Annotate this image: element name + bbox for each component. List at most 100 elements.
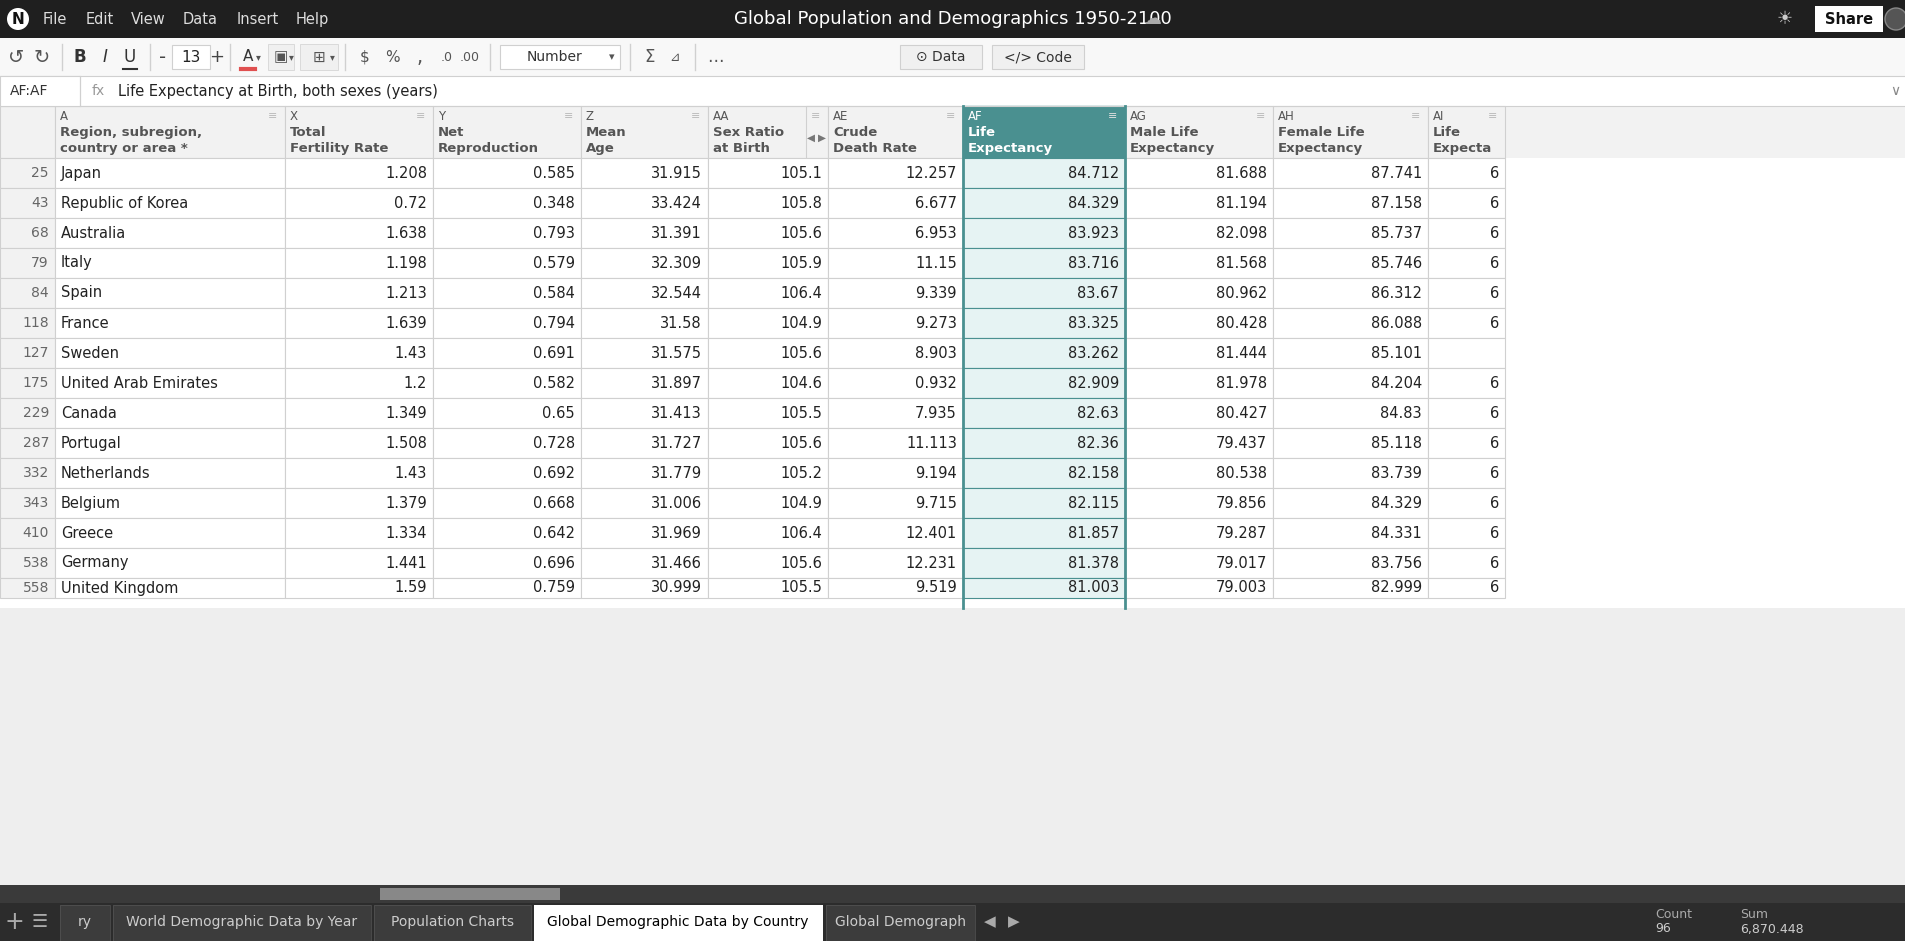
Text: ≡: ≡ (947, 111, 956, 121)
Bar (1273, 106, 1429, 158)
Text: View: View (131, 11, 166, 26)
Text: 538: 538 (23, 556, 50, 570)
Bar (829, 488, 964, 518)
Bar (964, 106, 1126, 158)
Text: %: % (385, 50, 400, 65)
Bar (286, 308, 432, 338)
Bar (55, 278, 286, 308)
Bar (581, 106, 709, 158)
Text: Expectancy: Expectancy (1130, 141, 1215, 154)
Bar (581, 518, 709, 548)
Text: AI: AI (1433, 109, 1444, 122)
Bar (581, 398, 709, 428)
Bar (1126, 308, 1273, 338)
Bar (286, 158, 432, 188)
Text: 79.003: 79.003 (1215, 581, 1267, 596)
Text: ▾: ▾ (610, 52, 615, 62)
Text: Number: Number (528, 50, 583, 64)
Text: 6: 6 (1490, 436, 1499, 451)
Bar (286, 458, 432, 488)
Bar (0, 278, 55, 308)
Text: .0: .0 (440, 51, 453, 63)
Bar (269, 44, 293, 70)
Bar (829, 398, 964, 428)
Text: Count: Count (1655, 907, 1692, 920)
Text: +: + (4, 910, 25, 934)
Text: 6: 6 (1490, 285, 1499, 300)
Text: 6.953: 6.953 (916, 226, 956, 241)
Bar (1273, 548, 1429, 578)
Text: Life: Life (968, 125, 996, 138)
Bar (286, 106, 432, 158)
Bar (1429, 428, 1505, 458)
Text: Expectancy: Expectancy (1278, 141, 1364, 154)
Bar (0, 218, 55, 248)
Text: 1.59: 1.59 (394, 581, 427, 596)
Bar (1126, 488, 1273, 518)
Bar (581, 308, 709, 338)
Text: 84.329: 84.329 (1372, 496, 1421, 511)
Bar (964, 548, 1126, 578)
Bar (373, 905, 531, 941)
Text: Fertility Rate: Fertility Rate (290, 141, 389, 154)
Bar (432, 308, 581, 338)
Bar (1273, 578, 1429, 598)
Text: Σ: Σ (644, 48, 655, 66)
Bar (55, 106, 286, 158)
Text: 31.006: 31.006 (652, 496, 703, 511)
Bar (964, 398, 1126, 428)
Text: 80.962: 80.962 (1215, 285, 1267, 300)
Bar (964, 248, 1126, 278)
Text: 1.43: 1.43 (394, 466, 427, 481)
Bar (829, 428, 964, 458)
Text: AF: AF (968, 109, 983, 122)
Text: 9.339: 9.339 (916, 285, 956, 300)
Text: AE: AE (832, 109, 848, 122)
Bar (55, 248, 286, 278)
Bar (829, 548, 964, 578)
Bar (1273, 458, 1429, 488)
Text: 82.158: 82.158 (1069, 466, 1118, 481)
Text: Y: Y (438, 109, 446, 122)
Bar (1429, 578, 1505, 598)
Bar (0, 0, 1905, 38)
Text: 9.519: 9.519 (914, 581, 956, 596)
Text: 81.688: 81.688 (1215, 166, 1267, 181)
Bar (1429, 368, 1505, 398)
Text: ⊿: ⊿ (671, 51, 680, 63)
Text: 81.003: 81.003 (1069, 581, 1118, 596)
Bar (1126, 106, 1273, 158)
Bar (829, 578, 964, 598)
Text: Global Population and Demographics 1950-2100: Global Population and Demographics 1950-… (733, 10, 1172, 28)
Text: ↻: ↻ (34, 47, 50, 67)
Text: 31.915: 31.915 (652, 166, 703, 181)
Text: 31.466: 31.466 (652, 555, 703, 570)
Bar (1429, 458, 1505, 488)
Text: Crude: Crude (832, 125, 876, 138)
Text: ≡: ≡ (1255, 111, 1265, 121)
Text: 31.575: 31.575 (652, 345, 703, 360)
Bar (286, 278, 432, 308)
Bar (709, 398, 829, 428)
Bar (0, 106, 55, 158)
Text: Expectancy: Expectancy (968, 141, 1053, 154)
Text: 31.969: 31.969 (652, 525, 703, 540)
Bar (0, 578, 55, 598)
Text: 105.6: 105.6 (781, 345, 821, 360)
Bar (829, 458, 964, 488)
Bar (964, 428, 1126, 458)
Text: 6: 6 (1490, 466, 1499, 481)
Text: country or area *: country or area * (59, 141, 189, 154)
Bar (286, 518, 432, 548)
Text: 85.737: 85.737 (1372, 226, 1421, 241)
Bar (0, 428, 55, 458)
Text: Canada: Canada (61, 406, 116, 421)
Text: ↺: ↺ (8, 47, 25, 67)
Bar (286, 188, 432, 218)
Bar (709, 548, 829, 578)
Text: 0.696: 0.696 (533, 555, 575, 570)
Bar (709, 428, 829, 458)
Text: 81.378: 81.378 (1069, 555, 1118, 570)
Text: 105.6: 105.6 (781, 555, 821, 570)
Text: 31.779: 31.779 (652, 466, 703, 481)
